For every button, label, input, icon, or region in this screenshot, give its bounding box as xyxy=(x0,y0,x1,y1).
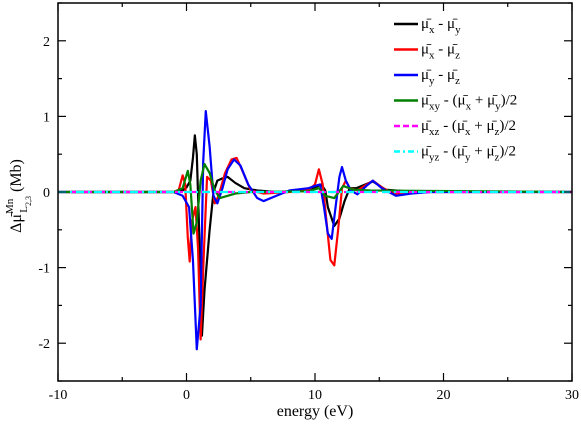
x-tick-label: 10 xyxy=(308,388,322,403)
x-tick-label: 30 xyxy=(565,388,579,403)
y-tick-label: -1 xyxy=(38,262,50,277)
y-axis-label: Δμ̄Mn L2,3 (Mb) xyxy=(4,159,33,233)
legend-entry-xy: μ̄x - μ̄y xyxy=(421,16,461,36)
legend: μ̄x - μ̄y μ̄x - μ̄z μ̄y - μ̄z μ̄xy - (μ̄x +… xyxy=(394,16,517,164)
x-axis-label: energy (eV) xyxy=(277,403,354,420)
x-tick-label: 0 xyxy=(183,388,190,403)
y-tick-label: 2 xyxy=(43,35,50,50)
legend-entry-yz: μ̄y - μ̄z xyxy=(421,67,460,87)
series-line-yz xyxy=(58,110,572,351)
y-tick-label: 1 xyxy=(43,110,50,125)
y-axis-label-text: Δμ̄Mn L2,3 (Mb) xyxy=(4,159,33,233)
legend-entry-xz: μ̄x - μ̄z xyxy=(421,42,460,62)
y-tick-label: 0 xyxy=(43,186,50,201)
y-tick-label: -2 xyxy=(38,337,50,352)
x-tick-label: 20 xyxy=(437,388,451,403)
series-line-xy_avg xyxy=(58,162,573,235)
legend-entry-xz_avg: μ̄xz - (μ̄x + μ̄z)/2 xyxy=(421,118,516,138)
plot-frame xyxy=(57,2,573,382)
series-layer xyxy=(58,110,573,351)
x-tick-label: -10 xyxy=(49,388,68,403)
legend-entry-xy_avg: μ̄xy - (μ̄x + μ̄y)/2 xyxy=(421,93,517,113)
series-line-xy xyxy=(58,134,573,337)
legend-entry-yz_avg: μ̄yz - (μ̄y + μ̄z)/2 xyxy=(421,144,516,164)
